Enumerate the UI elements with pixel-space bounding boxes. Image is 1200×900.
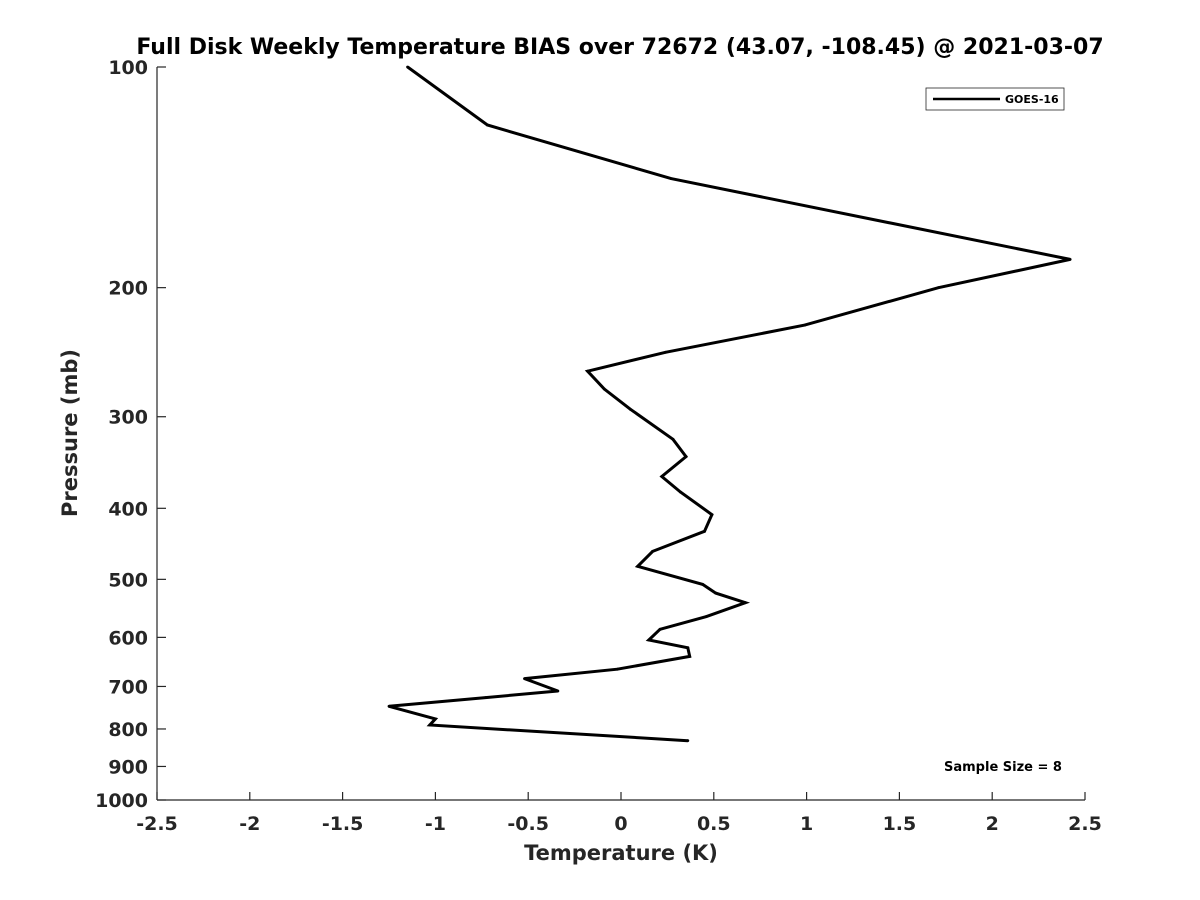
series-point [658, 627, 662, 631]
series-point [484, 696, 487, 700]
series-point [636, 564, 640, 568]
series-point [686, 646, 690, 650]
series-point [602, 387, 606, 391]
y-tick-label: 400 [108, 498, 148, 520]
series-point [556, 689, 560, 693]
y-tick-label: 300 [108, 407, 148, 429]
x-tick-label: 0 [614, 813, 627, 835]
y-axis-label: Pressure (mb) [58, 349, 82, 517]
x-tick-label: -0.5 [507, 813, 549, 835]
series-point [406, 65, 409, 69]
series-point [586, 369, 589, 373]
legend-entry-goes-16: GOES-16 [1005, 93, 1059, 106]
series-point [615, 667, 619, 671]
series-point [684, 455, 688, 458]
series-point [628, 407, 632, 411]
series-layer [387, 65, 1072, 743]
series-point [936, 286, 940, 290]
series-point [428, 723, 432, 727]
series-point [701, 582, 705, 586]
series-point [703, 529, 706, 533]
x-tick-label: -1.5 [322, 813, 364, 835]
series-line-goes-16 [388, 65, 1071, 743]
x-tick-label: 2.5 [1068, 813, 1102, 835]
y-tick-label: 900 [108, 756, 148, 778]
series-point [671, 437, 675, 441]
series-point [647, 638, 651, 642]
series-point [1068, 257, 1072, 261]
x-tick-label: 2 [986, 813, 999, 835]
y-tick-label: 600 [108, 627, 148, 649]
sample-size-annotation: Sample Size = 8 [944, 760, 1062, 775]
series-point [803, 323, 807, 327]
y-tick-label: 700 [108, 676, 148, 698]
series-point [688, 655, 692, 658]
y-tick-label: 500 [108, 569, 148, 591]
y-tick-label: 200 [108, 278, 148, 300]
legend: GOES-16 [925, 87, 1065, 111]
series-point [704, 615, 708, 618]
series-point [678, 490, 682, 494]
y-tick-label: 1000 [95, 790, 148, 812]
y-tick-label: 800 [108, 719, 148, 741]
x-axis-label: Temperature (K) [524, 841, 718, 865]
series-point [387, 704, 391, 708]
series-point [669, 177, 673, 181]
x-tick-label: -2 [239, 813, 260, 835]
series-point [660, 475, 664, 478]
series-point [743, 601, 747, 605]
series-point [714, 591, 718, 595]
x-tick-label: -1 [425, 813, 446, 835]
plot-background [157, 67, 1085, 800]
series-point [664, 350, 667, 354]
x-tick-label: 1 [800, 813, 813, 835]
series-point [485, 123, 489, 127]
plot-area: -2.5 -2 -1.5 -1 -0.5 0 0.5 1 1.5 2 2.5 100 200 300 40… [95, 57, 1102, 835]
x-tick-label: -2.5 [136, 813, 178, 835]
series-point [434, 717, 437, 721]
x-axis-ticks: -2.5 -2 -1.5 -1 -0.5 0 0.5 1 1.5 2 2.5 [136, 792, 1102, 835]
chart-title: Full Disk Weekly Temperature BIAS over 7… [136, 35, 1103, 60]
y-tick-label: 100 [108, 57, 148, 79]
x-tick-label: 0.5 [697, 813, 731, 835]
series-point [523, 677, 526, 681]
series-point [710, 513, 714, 517]
x-tick-label: 1.5 [883, 813, 917, 835]
y-axis-ticks: 100 200 300 400 500 600 700 800 900 1000 [95, 57, 166, 812]
series-point [686, 739, 690, 743]
series-point [651, 550, 654, 553]
